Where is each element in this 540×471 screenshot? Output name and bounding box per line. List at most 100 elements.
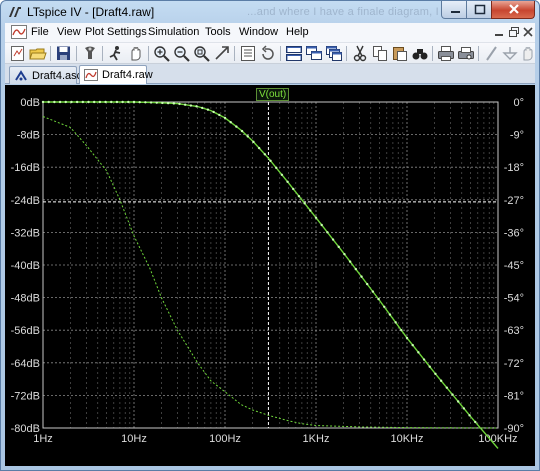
bode-plot-canvas[interactable]: 1Hz 10Hz 100Hz 1KHz 10KHz 100KHz0dB-8dB-16dB-… (5, 85, 535, 466)
zoom-extents-icon[interactable] (193, 45, 211, 62)
hand-icon[interactable] (519, 45, 537, 62)
tile-vertical-icon[interactable] (325, 45, 343, 62)
x-tick-label: 100Hz (209, 433, 241, 445)
find-icon[interactable] (411, 45, 429, 62)
trace-point (110, 100, 113, 104)
trace-point (280, 173, 284, 177)
menu-tools[interactable]: Tools (205, 26, 231, 38)
new-schematic-icon[interactable] (9, 45, 27, 62)
trace-point (87, 100, 90, 104)
x-tick-label: 1Hz (33, 433, 53, 445)
y-right-tick-label: -63° (504, 325, 524, 337)
trace-point (343, 252, 346, 256)
menu-plot-settings[interactable]: Plot Settings (85, 26, 147, 38)
autorange-icon[interactable] (239, 45, 257, 62)
minimize-button[interactable] (441, 1, 467, 19)
trace-point (41, 100, 45, 104)
y-left-tick-label: -8dB (17, 130, 40, 142)
trace-point (309, 209, 312, 212)
run-icon[interactable] (107, 45, 125, 62)
ltspice-app-icon (9, 7, 21, 17)
wire-pencil-icon[interactable] (483, 45, 501, 62)
schematic-icon (15, 70, 27, 81)
print-preview-icon[interactable] (457, 45, 475, 62)
tab-draft4-asc[interactable]: Draft4.asc (9, 66, 82, 84)
y-left-tick-label: -80dB (11, 423, 40, 435)
trace-point (240, 129, 244, 133)
trace-point (189, 104, 193, 107)
menu-simulation[interactable]: Simulation (148, 26, 200, 38)
trace-point (303, 202, 306, 205)
magnitude-trace (43, 101, 499, 449)
x-tick-label: 1KHz (303, 433, 330, 445)
title-bar[interactable]: LTspice IV - [Draft4.raw] ...and where I… (1, 1, 539, 23)
open-icon[interactable] (29, 45, 47, 62)
zoom-full-icon[interactable] (213, 45, 231, 62)
document-waveform-icon[interactable] (11, 25, 27, 39)
trace-point (377, 297, 380, 301)
paste-icon[interactable] (391, 45, 409, 62)
mdi-minimize-icon[interactable] (493, 26, 505, 38)
y-right-tick-label: -36° (504, 227, 524, 239)
trace-point (314, 216, 318, 219)
trace-point (360, 275, 363, 278)
trace-point (468, 414, 471, 417)
waveform-plot[interactable]: 1Hz 10Hz 100Hz 1KHz 10KHz 100KHz 0dB -8dB -16dB -… (5, 85, 535, 466)
save-icon[interactable] (55, 45, 73, 62)
window-title: LTspice IV - [Draft4.raw] (27, 5, 155, 19)
tile-horizontal-icon[interactable] (285, 45, 303, 62)
toolbar (5, 43, 535, 64)
copy-icon[interactable] (371, 45, 389, 62)
y-left-tick-label: -72dB (11, 390, 40, 402)
trace-point (348, 260, 352, 263)
trace-label-vout[interactable]: V(out) (256, 88, 290, 101)
trace-point (161, 101, 164, 105)
trace-point (445, 386, 449, 389)
trace-point (104, 100, 107, 104)
cascade-icon[interactable] (305, 45, 323, 62)
trace-point (132, 100, 136, 104)
trace-point (64, 100, 67, 104)
mdi-restore-icon[interactable] (508, 26, 520, 38)
trace-point (252, 140, 255, 144)
trace-point (172, 102, 176, 105)
trace-point (138, 100, 141, 104)
trace-point (286, 180, 289, 184)
menu-help[interactable]: Help (286, 26, 309, 38)
pause-icon[interactable] (127, 45, 145, 62)
y-left-tick-label: -56dB (11, 325, 40, 337)
trace-point (53, 100, 56, 104)
tab-draft4-raw[interactable]: Draft4.raw (79, 65, 153, 84)
trace-point (405, 336, 409, 340)
trace-point (235, 125, 238, 128)
trace-point (75, 100, 79, 104)
control-panel-icon[interactable] (81, 45, 99, 62)
close-button[interactable] (491, 1, 535, 19)
y-left-tick-label: -48dB (11, 293, 40, 305)
zoom-out-icon[interactable] (173, 45, 191, 62)
menu-window[interactable]: Window (239, 26, 279, 38)
trace-point (144, 101, 147, 104)
trace-point (297, 194, 301, 198)
y-left-tick-label: -32dB (11, 227, 40, 239)
trace-point (383, 305, 386, 309)
maximize-button[interactable] (466, 1, 492, 19)
undo-zoom-icon[interactable] (259, 45, 277, 62)
document-tab-bar: Draft4.asc Draft4.raw (5, 64, 535, 84)
menu-view[interactable]: View (57, 26, 81, 38)
print-icon[interactable] (437, 45, 455, 62)
y-right-tick-label: -45° (504, 260, 524, 272)
zoom-in-icon[interactable] (153, 45, 171, 62)
trace-point (223, 116, 227, 120)
mdi-close-icon[interactable] (522, 26, 534, 38)
y-left-tick-label: -24dB (11, 195, 40, 207)
waveform-icon (84, 69, 98, 81)
menu-file[interactable]: File (31, 26, 49, 38)
ground-icon[interactable] (501, 45, 519, 62)
trace-point (206, 108, 210, 111)
trace-point (263, 153, 267, 156)
trace-point (331, 238, 335, 241)
cut-icon[interactable] (351, 45, 369, 62)
trace-point (98, 100, 102, 104)
